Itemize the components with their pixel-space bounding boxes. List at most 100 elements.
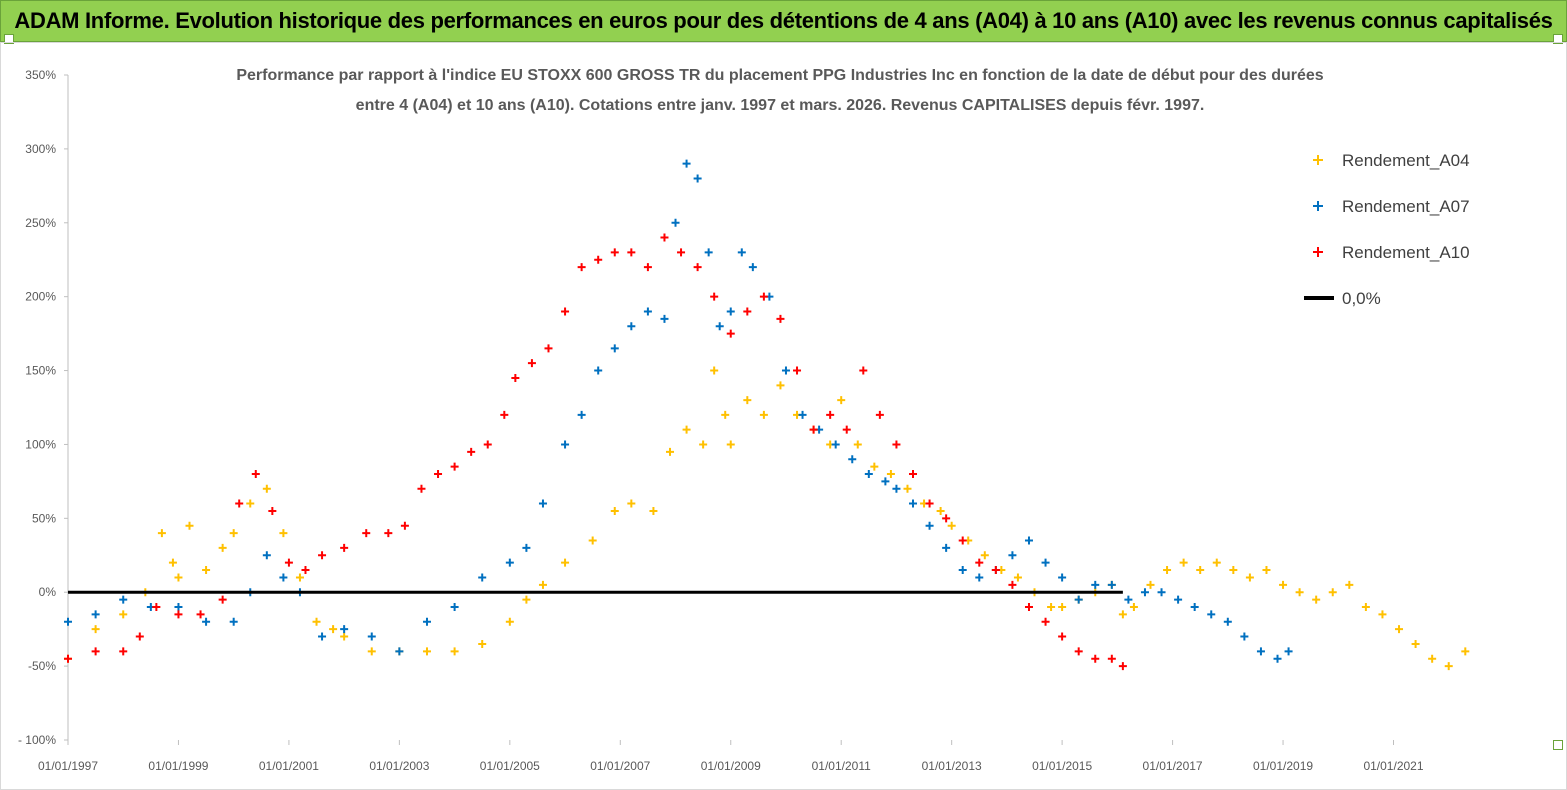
data-point <box>119 647 128 656</box>
data-point <box>958 536 967 545</box>
data-point <box>1047 603 1056 611</box>
data-point <box>1107 580 1116 589</box>
data-point <box>229 529 238 538</box>
data-point <box>1312 595 1321 604</box>
data-point <box>279 573 288 582</box>
x-tick-label: 01/01/2003 <box>369 759 429 773</box>
data-point <box>925 521 934 530</box>
data-point <box>577 263 586 272</box>
data-point <box>975 558 984 567</box>
data-point <box>119 610 128 619</box>
data-point <box>809 425 818 434</box>
data-point <box>610 506 619 515</box>
data-point <box>682 159 691 168</box>
data-point <box>975 573 984 582</box>
data-point <box>284 558 293 567</box>
data-point <box>1091 654 1100 663</box>
data-point <box>1212 558 1221 567</box>
data-point <box>1041 558 1050 567</box>
y-tick-label: -50% <box>28 659 56 673</box>
data-point <box>892 484 901 493</box>
data-point <box>218 595 227 604</box>
data-point <box>704 248 713 257</box>
data-point <box>577 410 586 419</box>
data-point <box>710 366 719 375</box>
data-point <box>649 506 658 515</box>
data-point <box>1273 654 1282 663</box>
data-point <box>699 440 708 449</box>
data-point <box>1146 580 1155 589</box>
x-tick-label: 01/01/2011 <box>812 759 871 773</box>
data-point <box>1163 566 1172 575</box>
data-point <box>1256 647 1265 656</box>
data-point <box>627 499 636 508</box>
legend-label-Rendement_A10: Rendement_A10 <box>1342 243 1470 262</box>
data-point <box>329 625 338 634</box>
data-point <box>1013 573 1022 582</box>
data-point <box>202 566 211 575</box>
data-point <box>1179 558 1188 567</box>
data-point <box>268 506 277 515</box>
data-point <box>538 580 547 589</box>
data-point <box>909 499 918 508</box>
series-Rendement_A07 <box>64 159 1293 663</box>
data-point <box>1461 647 1470 656</box>
data-point <box>135 632 144 641</box>
y-tick-label: 300% <box>25 142 56 156</box>
data-point <box>665 447 674 456</box>
legend-label-Rendement_A07: Rendement_A07 <box>1342 197 1470 216</box>
data-point <box>1024 536 1033 545</box>
data-point <box>312 617 321 626</box>
data-point <box>544 344 553 353</box>
header-bar <box>0 0 1567 42</box>
data-point <box>483 440 492 449</box>
data-point <box>202 617 211 626</box>
x-tick-label: 01/01/1997 <box>38 759 98 773</box>
header-corner-handle-right[interactable] <box>1553 34 1563 44</box>
data-point <box>511 373 520 382</box>
data-point <box>1008 551 1017 560</box>
data-point <box>842 425 851 434</box>
data-point <box>588 536 597 545</box>
x-axis: 01/01/1997 01/01/1999 01/01/2001 01/01/2003… <box>38 740 1424 773</box>
data-point <box>759 292 768 301</box>
data-point <box>726 329 735 338</box>
data-point <box>318 632 327 641</box>
data-point <box>748 263 757 272</box>
data-point <box>942 543 951 552</box>
data-point <box>826 410 835 419</box>
data-point <box>1074 595 1083 604</box>
data-point <box>1284 647 1293 656</box>
data-point <box>870 462 879 471</box>
data-point <box>64 617 72 626</box>
data-point <box>1129 603 1138 611</box>
data-point <box>152 603 161 611</box>
data-point <box>892 440 901 449</box>
data-point <box>942 514 951 523</box>
data-point <box>422 647 431 656</box>
plot-area <box>64 159 1470 671</box>
data-point <box>677 248 686 257</box>
chart-title-line-1: Performance par rapport à l'indice EU ST… <box>236 67 1323 84</box>
data-point <box>1118 662 1127 671</box>
data-point <box>958 566 967 575</box>
data-point <box>1395 625 1404 634</box>
data-point <box>434 470 443 478</box>
data-point <box>848 455 857 464</box>
data-point <box>909 470 918 478</box>
data-point <box>759 410 768 419</box>
data-point <box>500 410 509 419</box>
legend: Rendement_A04 Rendement_A07 Rendement_A10 0… <box>1304 151 1470 308</box>
data-point <box>561 440 570 449</box>
data-point <box>875 410 884 419</box>
header-corner-handle-left[interactable] <box>4 34 14 44</box>
data-point <box>367 632 376 641</box>
data-point <box>831 440 840 449</box>
chart-corner-handle[interactable] <box>1553 740 1563 750</box>
data-point <box>660 314 669 323</box>
data-point <box>340 543 349 552</box>
data-point <box>980 551 989 560</box>
data-point <box>295 573 304 582</box>
data-point <box>235 499 244 508</box>
